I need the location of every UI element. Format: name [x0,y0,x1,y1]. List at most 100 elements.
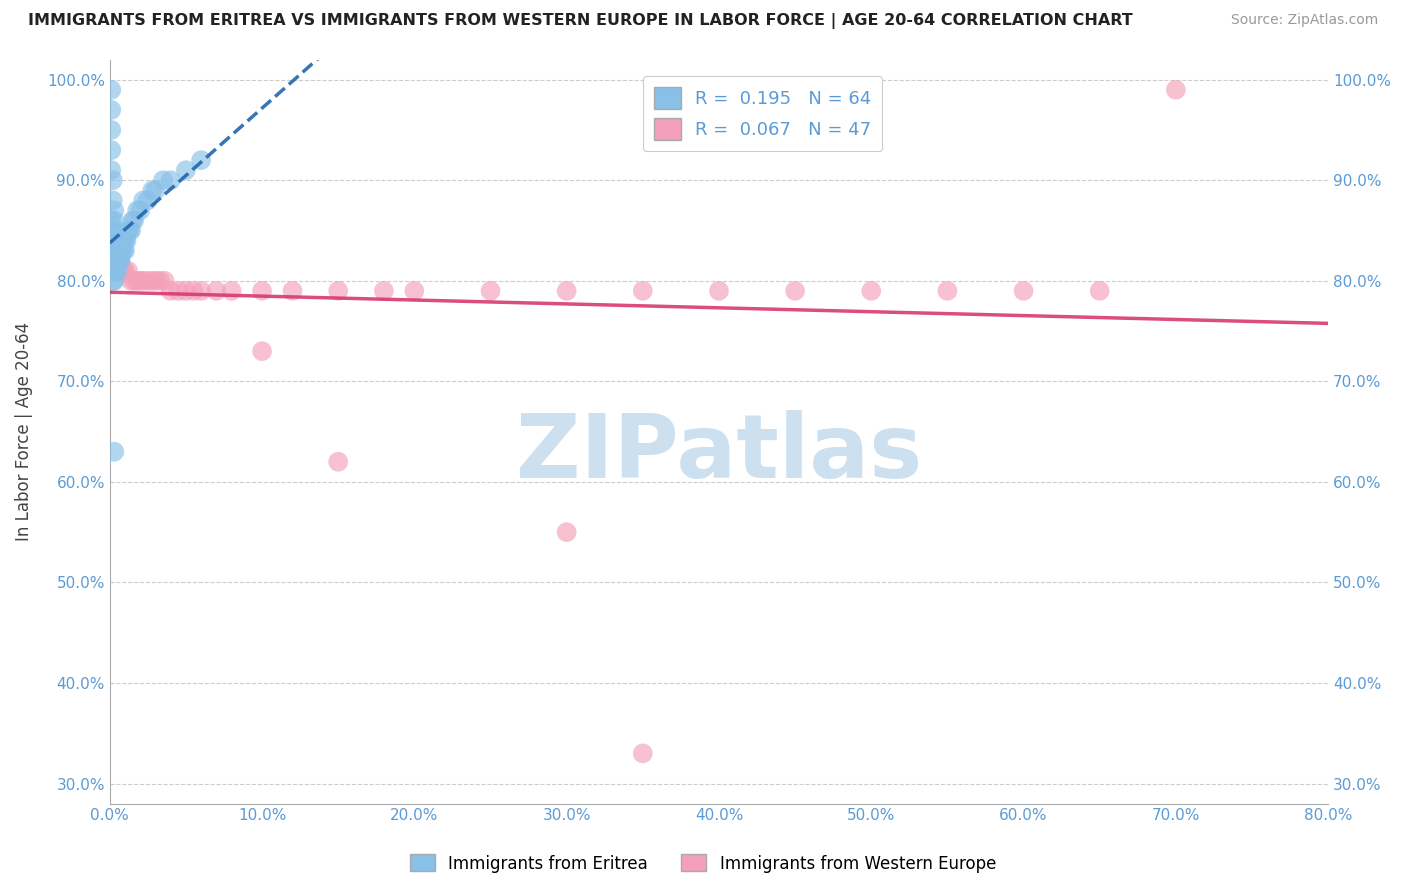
Point [190,153,212,168]
Point [104,253,127,268]
Point [120,274,142,288]
Point [860,284,883,298]
Point [112,234,135,248]
Point [174,163,197,178]
Point [101,264,124,278]
Point [105,234,128,248]
Point [136,274,159,288]
Point [100,163,122,178]
Point [129,203,152,218]
Point [1012,284,1035,298]
Point [103,253,125,268]
Point [105,253,128,268]
Point [105,234,128,248]
Text: ZIPatlas: ZIPatlas [516,410,922,498]
Point [103,203,125,218]
Point [114,244,136,258]
Point [104,264,127,278]
Point [117,223,139,237]
Point [190,284,212,298]
Point [555,284,578,298]
Point [122,213,145,227]
Point [115,234,138,248]
Point [1164,83,1187,97]
Y-axis label: In Labor Force | Age 20-64: In Labor Force | Age 20-64 [15,322,32,541]
Point [104,244,127,258]
Point [103,444,125,458]
Point [117,264,139,278]
Point [112,264,135,278]
Text: Source: ZipAtlas.com: Source: ZipAtlas.com [1230,13,1378,28]
Point [159,284,181,298]
Point [221,284,243,298]
Point [100,103,122,117]
Point [281,284,304,298]
Text: IMMIGRANTS FROM ERITREA VS IMMIGRANTS FROM WESTERN EUROPE IN LABOR FORCE | AGE 2: IMMIGRANTS FROM ERITREA VS IMMIGRANTS FR… [28,13,1133,29]
Point [104,253,127,268]
Point [108,253,131,268]
Point [404,284,426,298]
Point [101,244,124,258]
Point [103,213,125,227]
Point [250,344,273,359]
Point [110,234,132,248]
Point [110,253,132,268]
Point [111,264,134,278]
Point [105,244,128,258]
Point [101,253,124,268]
Point [105,253,128,268]
Point [785,284,807,298]
Point [108,244,131,258]
Point [111,234,134,248]
Point [103,264,125,278]
Point [120,223,142,237]
Point [136,194,159,208]
Point [111,244,134,258]
Point [127,203,149,218]
Point [101,173,124,187]
Point [122,274,145,288]
Point [100,83,122,97]
Legend: Immigrants from Eritrea, Immigrants from Western Europe: Immigrants from Eritrea, Immigrants from… [404,847,1002,880]
Point [328,455,350,469]
Point [100,213,122,227]
Point [145,183,167,197]
Point [100,234,122,248]
Point [101,274,124,288]
Point [159,173,181,187]
Point [110,244,132,258]
Point [110,253,132,268]
Point [100,123,122,137]
Point [152,173,174,187]
Legend: R =  0.195   N = 64, R =  0.067   N = 47: R = 0.195 N = 64, R = 0.067 N = 47 [643,76,882,151]
Point [205,284,228,298]
Point [101,253,124,268]
Point [101,253,124,268]
Point [110,253,132,268]
Point [100,143,122,157]
Point [114,264,136,278]
Point [100,244,122,258]
Point [141,274,163,288]
Point [112,244,135,258]
Point [101,194,124,208]
Point [149,274,172,288]
Point [631,747,654,761]
Point [936,284,959,298]
Point [145,274,167,288]
Point [129,274,152,288]
Point [114,234,136,248]
Point [479,284,502,298]
Point [101,234,124,248]
Point [103,274,125,288]
Point [174,284,197,298]
Point [103,244,125,258]
Point [104,234,127,248]
Point [103,234,125,248]
Point [153,274,176,288]
Point [707,284,730,298]
Point [167,284,190,298]
Point [118,223,141,237]
Point [108,244,131,258]
Point [127,274,149,288]
